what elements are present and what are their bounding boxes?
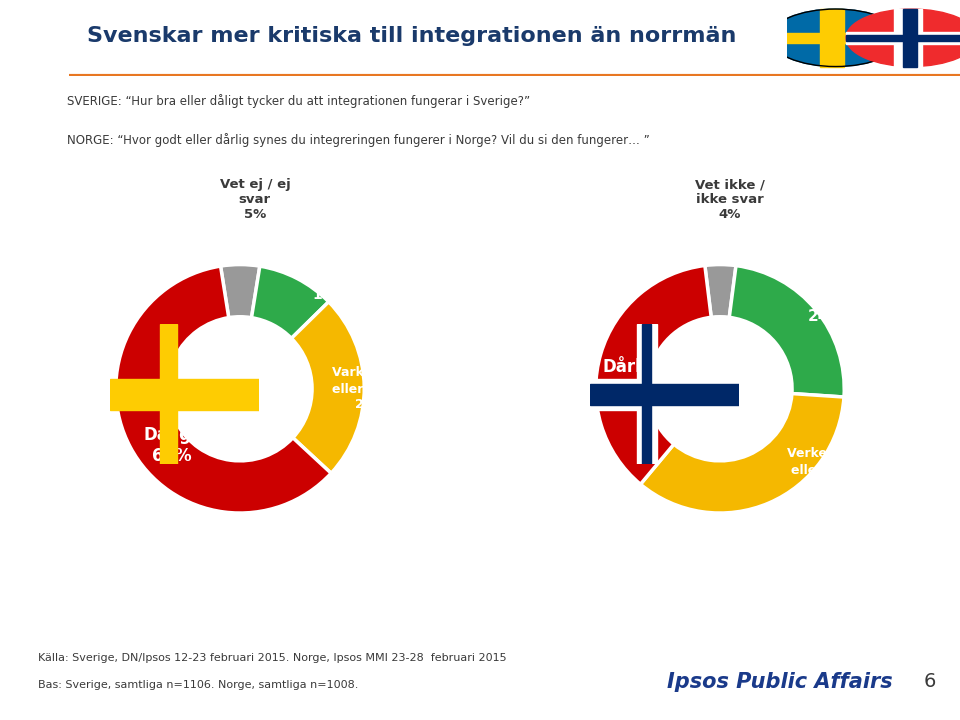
Text: NORGE: “Hvor godt eller dårlig synes du integreringen fungerer i Norge? Vil du s: NORGE: “Hvor godt eller dårlig synes du … [67,133,650,148]
Text: 6: 6 [924,672,936,691]
Text: Verken godt
eller dårlig
35%: Verken godt eller dårlig 35% [786,447,872,492]
Circle shape [770,9,901,66]
Wedge shape [252,266,328,338]
Text: SVERIGE: “Hur bra eller dåligt tycker du att integrationen fungerar i Sverige?”: SVERIGE: “Hur bra eller dåligt tycker du… [67,94,530,108]
Text: Vet ej / ej
svar
5%: Vet ej / ej svar 5% [220,179,290,222]
Bar [820,9,844,66]
Circle shape [846,9,960,66]
Wedge shape [292,302,364,473]
Text: Källa: Sverige, DN/Ipsos 12-23 februari 2015. Norge, Ipsos MMI 23-28  februari 2: Källa: Sverige, DN/Ipsos 12-23 februari … [38,652,507,662]
Text: Godt
24%: Godt 24% [805,292,846,324]
Wedge shape [730,266,844,397]
Bar [110,379,259,410]
Text: Dåligt
60%: Dåligt 60% [144,424,200,465]
Text: Bra
10%: Bra 10% [313,272,347,302]
Text: Ipsos: Ipsos [16,54,53,67]
Bar [895,9,922,66]
Wedge shape [596,266,711,485]
Wedge shape [221,264,260,318]
Text: i: i [29,13,40,44]
Text: Ipsos Public Affairs: Ipsos Public Affairs [667,672,893,692]
Bar [636,324,657,464]
Wedge shape [116,266,331,513]
Bar [159,324,177,464]
Bar [590,379,739,410]
Bar [641,324,652,464]
Text: Varken bra
eller dåligt
24%: Varken bra eller dåligt 24% [332,366,409,411]
Text: Dårlig
37%: Dårlig 37% [603,356,659,397]
Wedge shape [705,264,736,318]
Bar [770,32,901,43]
Bar [590,384,739,405]
Bar [903,9,917,66]
Text: Vet ikke /
ikke svar
4%: Vet ikke / ikke svar 4% [695,179,765,222]
Text: Bas: Sverige, samtliga n=1106. Norge, samtliga n=1008.: Bas: Sverige, samtliga n=1106. Norge, sa… [38,680,359,690]
Text: Svenskar mer kritiska till integrationen än norrmän: Svenskar mer kritiska till integrationen… [87,27,736,46]
Bar [846,35,960,41]
Bar [846,32,960,44]
Wedge shape [640,394,844,513]
